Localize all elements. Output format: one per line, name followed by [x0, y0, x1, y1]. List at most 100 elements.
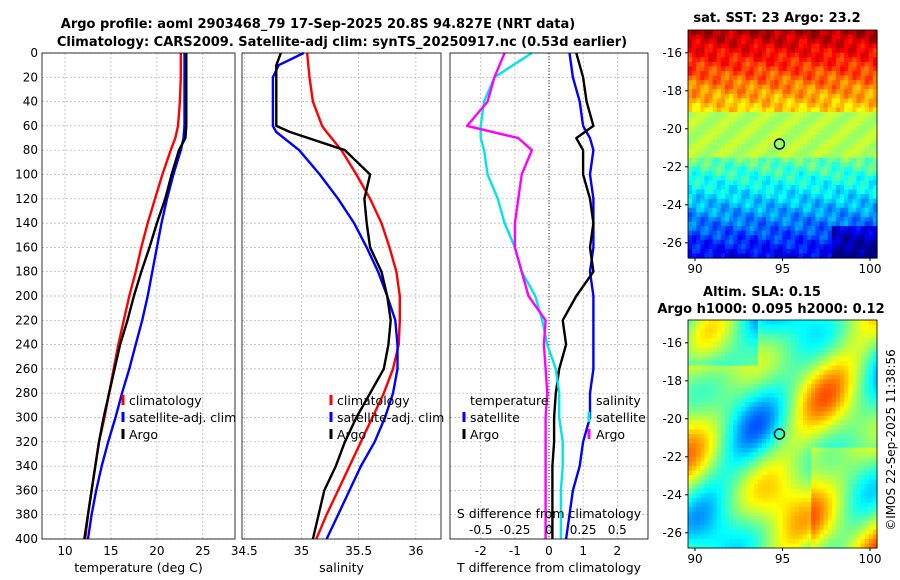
map-cell	[741, 329, 747, 335]
map-cell	[848, 525, 853, 531]
map-cell	[868, 221, 874, 227]
map-cell	[831, 148, 837, 154]
map-cell	[733, 511, 738, 517]
map-cell	[770, 543, 775, 549]
map-cell	[708, 148, 714, 154]
map-cell	[724, 148, 730, 154]
map-cell	[848, 107, 853, 113]
map-cell	[807, 75, 812, 81]
map-cell	[823, 216, 829, 223]
map-cell	[819, 392, 825, 399]
map-cell	[757, 30, 763, 36]
map-cell	[753, 221, 759, 227]
map-cell	[737, 80, 743, 86]
map-cell	[852, 43, 858, 49]
map-cell	[807, 125, 812, 131]
map-cell	[770, 324, 775, 330]
map-cell	[848, 235, 853, 241]
map-cell	[700, 497, 706, 503]
map-cell	[819, 420, 825, 426]
map-cell	[704, 424, 710, 431]
map-cell	[753, 424, 759, 431]
map-cell	[848, 356, 853, 362]
map-cell	[716, 216, 722, 223]
map-cell	[819, 43, 825, 49]
map-cell	[823, 48, 829, 54]
map-cell	[852, 333, 858, 339]
map-cell	[688, 185, 693, 191]
map-cell	[852, 89, 858, 95]
map-cell	[733, 239, 738, 245]
map-cell	[790, 75, 796, 81]
map-cell	[729, 48, 734, 54]
map-cell	[848, 226, 853, 232]
map-cell	[770, 411, 775, 417]
map-cell	[757, 216, 763, 223]
map-cell	[840, 511, 845, 517]
map-cell	[794, 185, 800, 191]
map-cell	[831, 415, 837, 421]
map-cell	[778, 235, 784, 241]
map-cell	[766, 185, 771, 191]
map-cell	[827, 80, 833, 86]
map-cell	[811, 383, 816, 389]
map-cell	[712, 171, 718, 177]
map-cell	[864, 361, 870, 367]
legend-label: satellite-adj. clim	[337, 410, 444, 425]
map-cell	[844, 497, 849, 503]
map-cell	[798, 429, 804, 435]
map-cell	[782, 125, 788, 131]
map-cell	[790, 194, 796, 200]
plot-frame	[41, 52, 236, 540]
map-cell	[696, 347, 701, 353]
map-cell	[741, 153, 747, 159]
map-cell	[860, 75, 866, 81]
map-cell	[803, 130, 808, 136]
map-cell	[794, 244, 800, 250]
map-cell	[741, 447, 747, 453]
map-cell	[688, 80, 693, 86]
map-cell	[761, 253, 767, 259]
map-cell	[741, 484, 747, 490]
map-cell	[807, 244, 812, 250]
map-cell	[815, 244, 821, 250]
map-cell	[803, 397, 808, 403]
map-cell	[704, 71, 710, 77]
map-cell	[688, 397, 693, 403]
map-cell	[692, 438, 697, 444]
plot-frame	[241, 52, 442, 540]
map-cell	[708, 203, 714, 209]
map-cell	[766, 465, 771, 472]
map-cell	[692, 166, 697, 172]
map-cell	[803, 248, 808, 255]
map-cell	[835, 75, 841, 81]
map-cell	[778, 429, 784, 435]
map-cell	[844, 365, 849, 371]
map-cell	[798, 415, 804, 421]
map-cell	[716, 203, 722, 209]
map-cell	[864, 134, 870, 141]
map-cell	[831, 116, 837, 122]
map-cell	[811, 497, 816, 503]
map-cell	[757, 342, 763, 348]
map-cell	[860, 148, 866, 154]
map-cell	[688, 361, 693, 367]
map-cell	[848, 248, 853, 255]
map-cell	[868, 525, 874, 531]
map-cell	[774, 493, 779, 499]
map-cell	[757, 356, 763, 362]
map-cell	[770, 253, 775, 259]
map-cell	[856, 342, 862, 348]
map-cell	[712, 107, 718, 113]
map-cell	[856, 89, 862, 95]
map-cell	[835, 48, 841, 54]
map-cell	[733, 180, 738, 186]
map-cell	[872, 320, 878, 326]
map-cell	[729, 230, 734, 236]
map-cell	[724, 166, 730, 172]
map-cell	[712, 180, 718, 186]
map-cell	[831, 452, 837, 458]
map-cell	[786, 534, 792, 540]
depth-tick-label: 260	[15, 362, 38, 376]
map-cell	[798, 488, 804, 494]
